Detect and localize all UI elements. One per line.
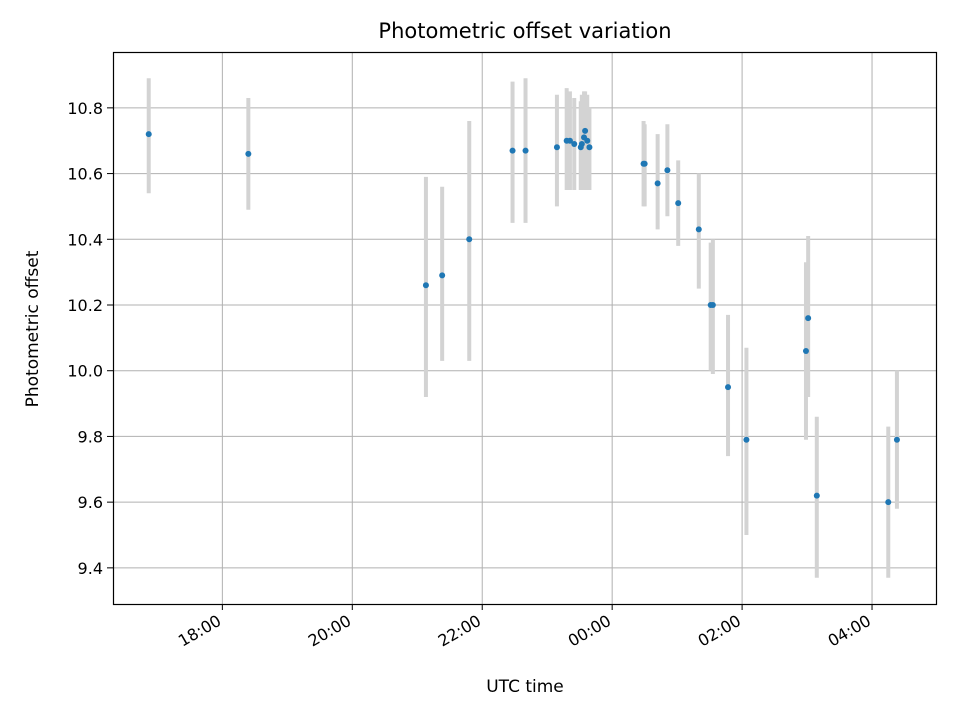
data-point [664,167,671,174]
y-tick-label: 10.2 [67,296,103,315]
x-tick-label: 00:00 [565,611,614,651]
data-point [422,282,429,289]
x-axis-label: UTC time [486,677,564,697]
x-tick-label: 18:00 [175,611,224,651]
data-point [893,436,900,443]
x-tick-label: 02:00 [695,611,744,651]
x-tick-label: 04:00 [825,611,874,651]
data-point [578,141,585,147]
data-point [566,137,573,144]
data-point [582,127,589,134]
data-point [641,160,648,167]
y-tick-label: 9.6 [78,493,103,512]
data-point [509,147,516,154]
data-point [584,137,591,144]
data-point [725,384,732,391]
data-point [743,436,750,443]
data-point [654,180,661,187]
data-point [805,315,812,322]
errorbar-layer [146,78,899,578]
data-point [522,147,529,154]
data-point [466,236,473,243]
y-tick-label: 10.0 [67,362,103,381]
data-point [586,144,593,151]
data-point [675,200,682,207]
data-point [695,226,702,233]
x-tick-label: 20:00 [305,611,354,651]
data-point [245,150,252,157]
data-point [885,499,892,506]
data-point [439,272,446,279]
data-point [553,144,560,151]
x-tick-label: 22:00 [435,611,484,651]
point-layer [145,127,900,506]
data-point [802,348,809,354]
data-point [709,302,716,308]
y-tick-label: 9.4 [78,559,103,578]
data-point [571,141,578,147]
chart-title: Photometric offset variation [378,19,671,43]
y-tick-label: 10.6 [67,165,103,184]
data-point [145,131,152,138]
y-tick-label: 10.8 [67,99,103,118]
y-tick-label: 10.4 [67,230,103,249]
plot-frame [112,51,938,606]
data-point [813,492,820,499]
y-axis-label: Photometric offset [23,250,43,407]
y-tick-label: 9.8 [78,427,103,446]
